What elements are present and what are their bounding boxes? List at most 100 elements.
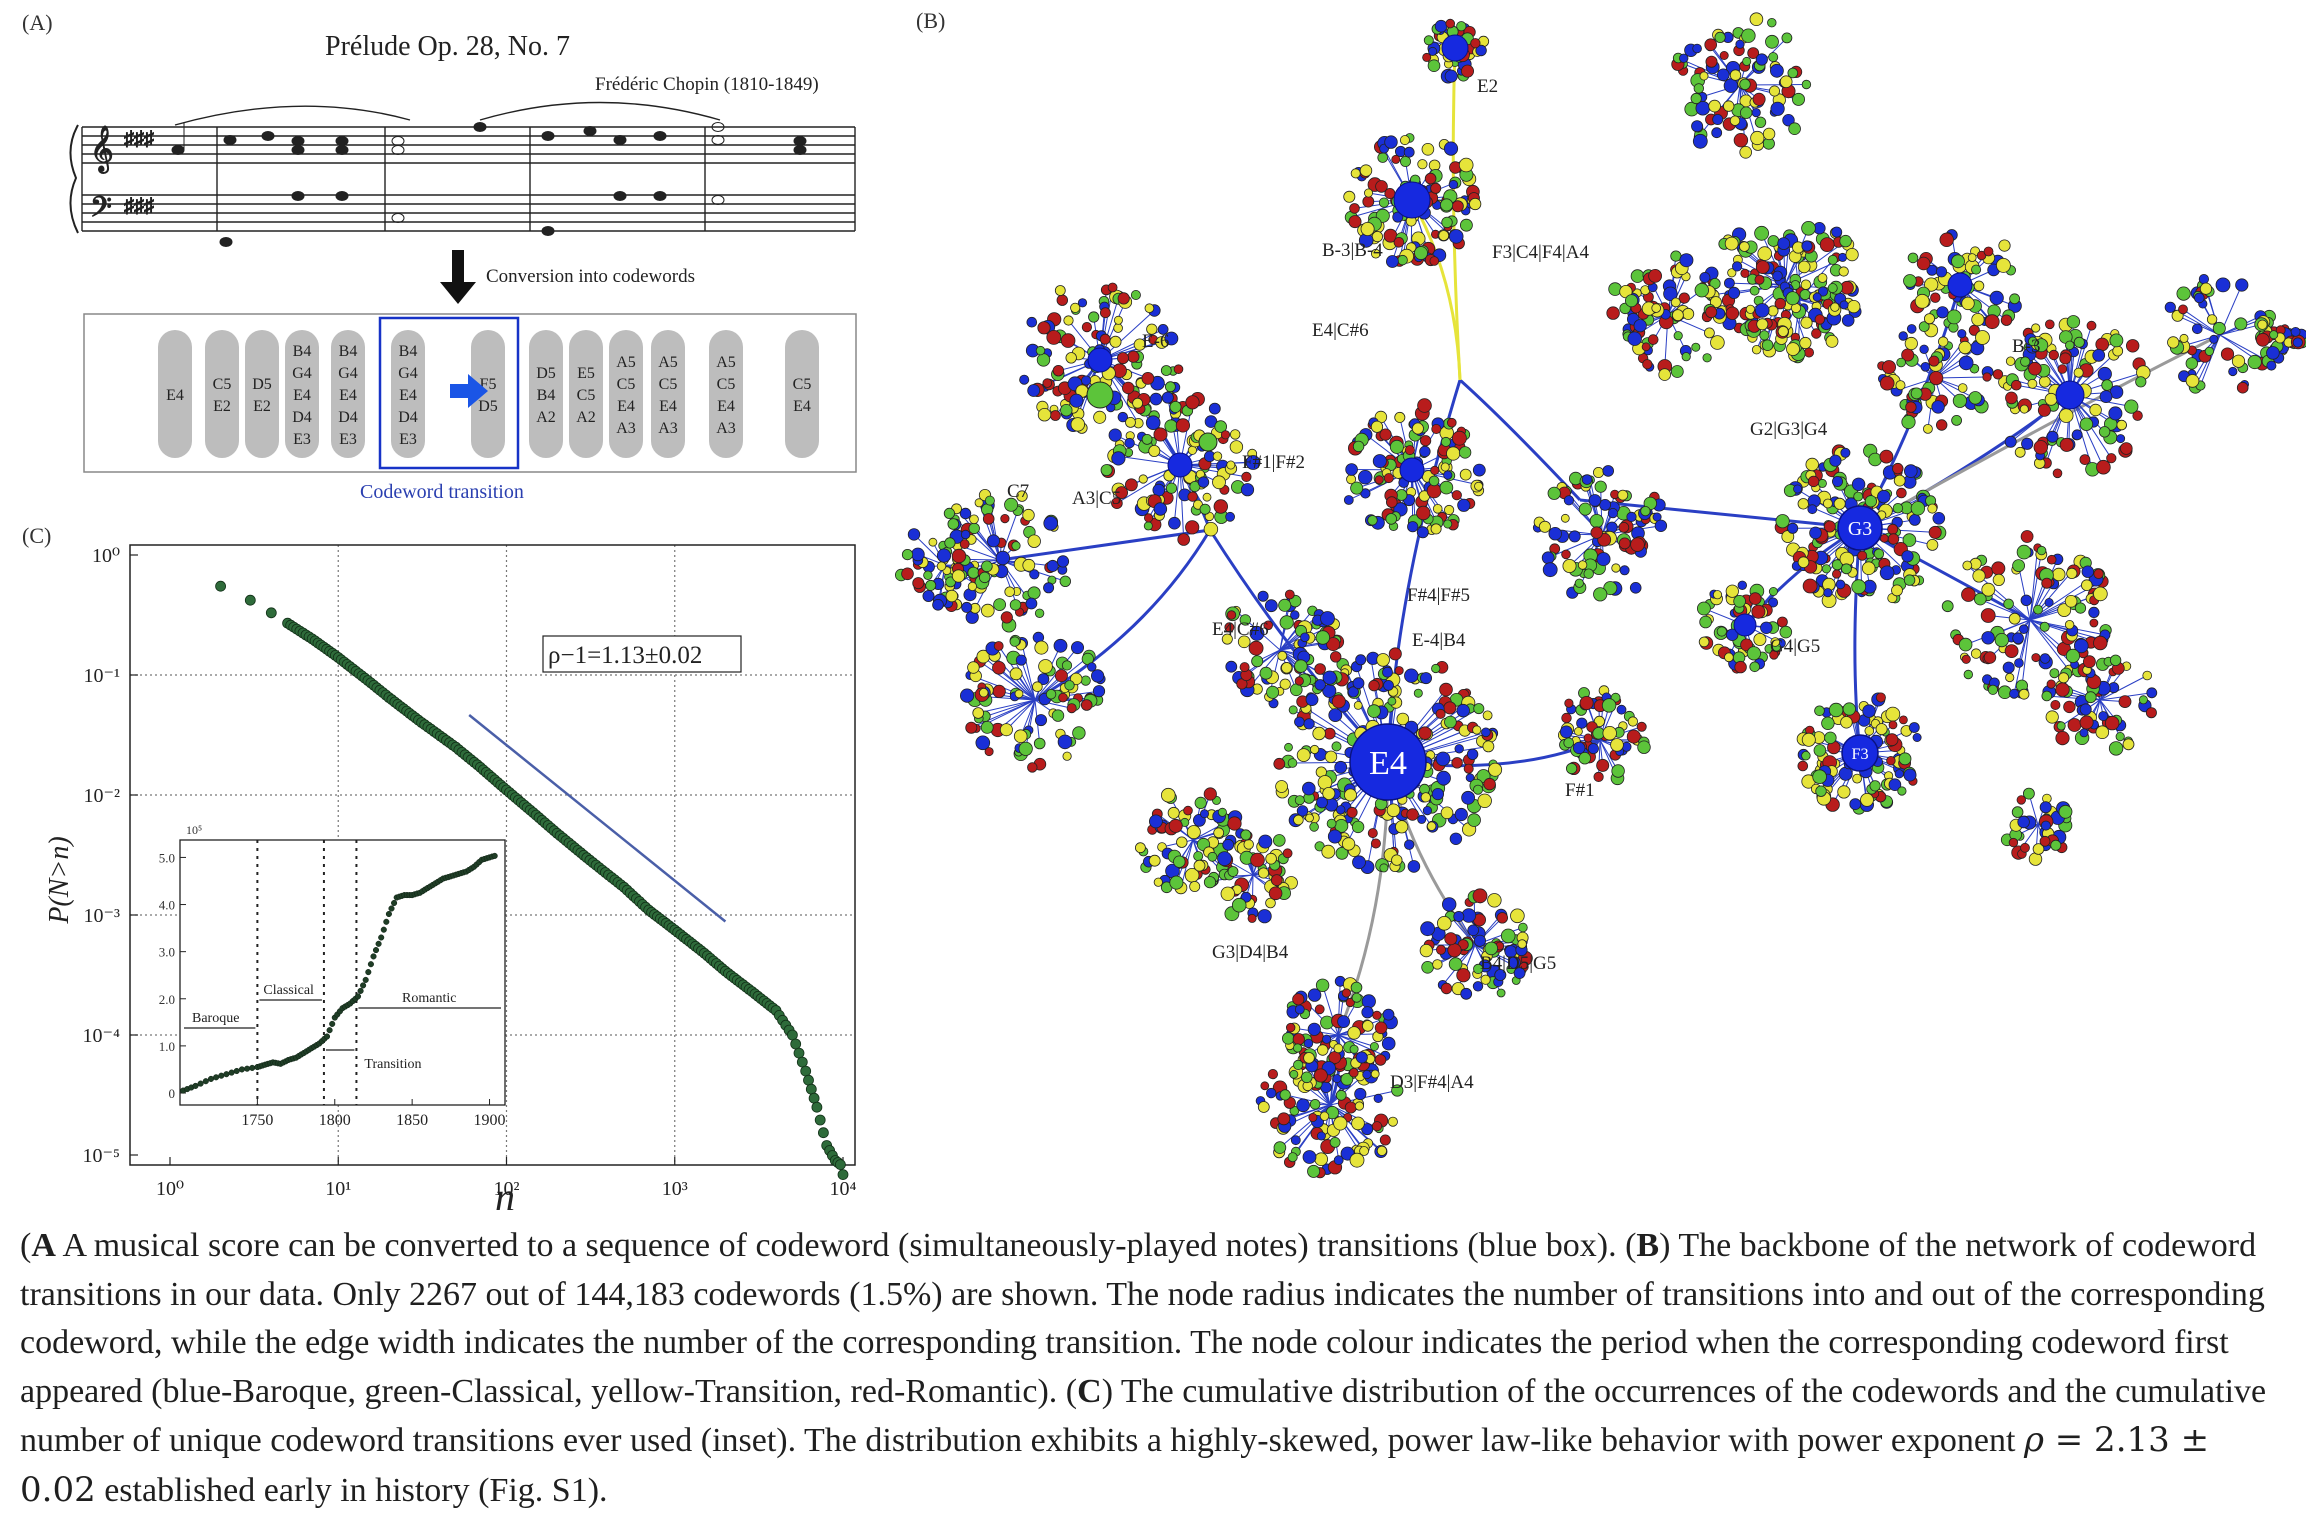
data-point: [814, 1114, 826, 1126]
network-node: [1419, 445, 1431, 458]
network-node: [1350, 168, 1361, 179]
network-node: [1633, 319, 1647, 333]
network-node: [1779, 75, 1793, 88]
network-node: [1973, 280, 1985, 292]
network-node: [1443, 141, 1459, 156]
network-node: [1208, 402, 1221, 415]
codeword-note: C5: [717, 376, 736, 393]
network-node: [1801, 221, 1816, 236]
codeword-pill: [331, 330, 365, 458]
network-node: [1305, 813, 1314, 823]
network-node: [2066, 567, 2078, 580]
network-node: [2269, 330, 2279, 340]
network-node: [2004, 644, 2019, 658]
network-node: [1111, 451, 1126, 466]
inset-point: [192, 1082, 199, 1089]
network-node: [1363, 188, 1373, 198]
inset-point: [360, 982, 367, 989]
network-node: [1726, 628, 1739, 642]
sub-hub-node: [1947, 272, 1973, 298]
network-node: [1037, 408, 1052, 422]
network-node: [1821, 564, 1832, 574]
network-node: [1710, 335, 1725, 350]
network-node: [1354, 1101, 1364, 1111]
panel-a-label: (A): [22, 10, 53, 35]
network-node: [1296, 805, 1309, 817]
network-node: [1458, 157, 1474, 173]
network-node: [987, 534, 1001, 548]
network-edge: [2029, 550, 2043, 621]
network-node: [2176, 286, 2191, 301]
network-node: [1630, 269, 1645, 283]
network-node: [1428, 475, 1440, 487]
network-node: [1775, 514, 1790, 529]
network-node: [1175, 418, 1190, 433]
network-node: [1896, 487, 1907, 499]
network-node: [2125, 339, 2140, 353]
network-node: [1214, 420, 1228, 433]
network-node: [2112, 345, 2124, 357]
network-node: [1451, 200, 1464, 213]
network-node: [1141, 371, 1155, 385]
data-point: [837, 1169, 849, 1180]
network-node: [1647, 334, 1659, 345]
network-node: [1133, 338, 1146, 351]
network-node: [1754, 225, 1769, 241]
network-node: [967, 661, 980, 674]
codeword-pill: [785, 330, 819, 458]
network-node: [1800, 279, 1812, 290]
network-node: [1348, 215, 1362, 229]
data-point: [805, 1083, 817, 1095]
x-tick-label: 10⁰: [156, 1178, 184, 1200]
network-node: [1992, 573, 2005, 587]
network-node: [2116, 434, 2126, 444]
network-node: [1970, 648, 1982, 659]
network-node: [1961, 587, 1976, 602]
network-node: [1352, 855, 1366, 870]
network-node: [1322, 787, 1336, 801]
network-node: [1637, 740, 1651, 754]
data-point: [835, 1159, 846, 1170]
network-node: [2255, 332, 2270, 347]
network-node: [2212, 321, 2226, 335]
network-node: [1148, 854, 1161, 867]
network-node: [1801, 751, 1811, 761]
network-node: [1723, 78, 1739, 93]
network-node: [1169, 875, 1184, 890]
network-node: [2167, 336, 2180, 349]
network-node: [1719, 51, 1729, 61]
network-node: [1374, 475, 1384, 485]
network-node: [2005, 391, 2018, 405]
network-node: [1877, 489, 1891, 504]
network-node: [1449, 832, 1463, 846]
exponent-annotation: ρ−1=1.13±0.02: [542, 635, 742, 673]
network-node: [1394, 411, 1406, 423]
hub-label: F3: [1851, 745, 1868, 763]
network-node: [1577, 560, 1588, 570]
network-node: [1056, 294, 1069, 306]
network-node: [2048, 349, 2060, 361]
network-node: [2088, 606, 2100, 619]
network-node: [1935, 419, 1948, 431]
network-node: [2079, 703, 2092, 716]
network-node: [1729, 115, 1741, 126]
network-node: [1345, 463, 1358, 476]
node-label: E4|C#6: [1312, 320, 1369, 341]
sub-hub-node: [1167, 452, 1193, 478]
network-node: [1617, 489, 1629, 501]
network-node: [1853, 491, 1864, 502]
network-node: [1932, 511, 1946, 525]
network-node: [1080, 675, 1091, 686]
network-node: [959, 507, 972, 520]
network-node: [1323, 727, 1336, 740]
network-node: [1099, 333, 1111, 345]
network-node: [1768, 597, 1779, 608]
network-node: [1307, 988, 1322, 1002]
network-node: [1327, 829, 1342, 844]
network-node: [1693, 83, 1705, 94]
network-node: [1987, 684, 1999, 695]
network-node: [1972, 569, 1986, 583]
node-label: F3|C4|F4|A4: [1492, 242, 1589, 263]
network-node: [1814, 705, 1825, 717]
network-node: [1189, 881, 1201, 893]
